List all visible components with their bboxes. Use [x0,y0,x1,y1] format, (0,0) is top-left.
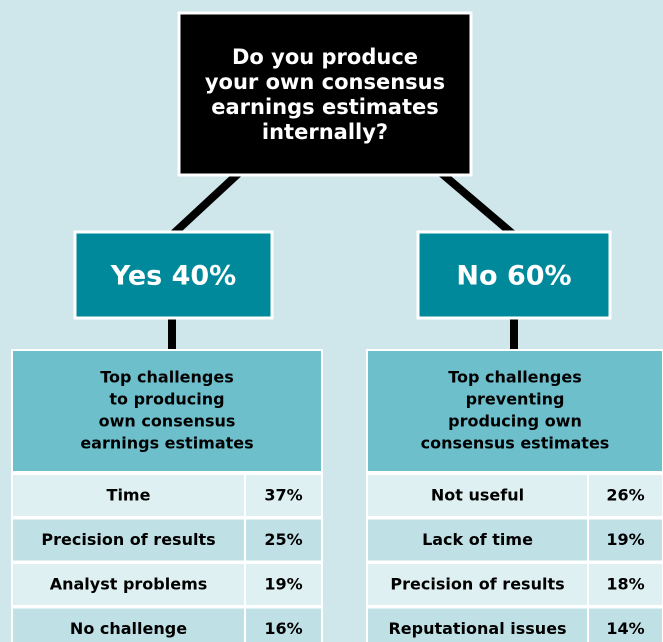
row-label: Analyst problems [50,575,208,594]
row-label: Time [107,486,151,505]
row-label: No challenge [70,619,187,638]
question-line: your own consensus [205,70,445,94]
connector [437,168,517,239]
question-line: internally? [262,120,388,144]
row-label: Precision of results [390,575,564,594]
table-header-line: Top challenges [100,368,234,387]
table-cell [366,606,589,642]
row-label: Lack of time [422,530,533,549]
answer: Yes 40% [110,261,236,292]
table-header-line: Top challenges [448,368,582,387]
table-cell [587,606,663,642]
table-header-line: consensus estimates [421,434,610,453]
table-header-line: preventing [466,390,565,409]
table-header [366,349,663,473]
row-value: 16% [264,619,302,638]
row-value: 26% [606,486,644,505]
table-cell [587,517,663,563]
row-value: 19% [606,530,644,549]
answer-box [416,230,612,320]
row-value: 18% [606,575,644,594]
table-header-line: own consensus [99,412,236,431]
table-header-line: producing own [448,412,582,431]
table-cell [244,517,323,563]
question-line: earnings estimates [211,95,439,119]
table-cell [244,473,323,518]
table-cell [366,562,589,607]
table-cell [587,473,663,518]
row-value: 25% [264,530,302,549]
connector [169,169,243,238]
question-line: Do you produce [232,45,418,69]
table-cell [11,517,246,563]
table-cell [244,562,323,607]
table-cell [366,473,589,518]
row-value: 19% [264,575,302,594]
answer-box [73,230,274,320]
answer: No 60% [456,261,571,292]
row-value: 14% [606,619,644,638]
table-cell [244,606,323,642]
table-cell [11,473,246,518]
row-label: Precision of results [41,530,215,549]
table-cell [366,517,589,563]
row-value: 37% [264,486,302,505]
table-header-line: to producing [109,390,224,409]
question-box [177,11,473,177]
table-header-line: earnings estimates [80,434,253,453]
table-cell [587,562,663,607]
row-label: Reputational issues [388,619,566,638]
table-header [11,349,323,473]
row-label: Not useful [431,486,524,505]
